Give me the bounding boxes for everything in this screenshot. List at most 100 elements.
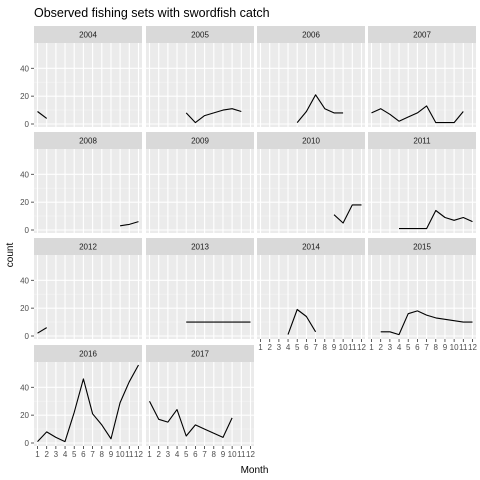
facet-strip: [368, 132, 476, 149]
x-tick-label: 9: [221, 450, 226, 459]
x-tick-label: 10: [228, 450, 237, 459]
x-tick-label: 3: [388, 343, 393, 352]
series-line: [371, 105, 464, 124]
facet-strip-label: 2005: [191, 31, 209, 40]
x-axis-title: Month: [241, 465, 269, 476]
x-tick-label: 10: [116, 450, 125, 459]
series-line: [37, 364, 139, 443]
x-tick-label: 5: [184, 450, 189, 459]
x-tick-label: 11: [348, 343, 357, 352]
y-tick-label: 0: [25, 120, 30, 129]
facet-strip-label: 2014: [302, 243, 320, 252]
x-tick-label: 7: [90, 450, 95, 459]
panel-background: [368, 149, 476, 233]
y-tick-label: 20: [20, 411, 29, 420]
facet-strip-label: 2008: [79, 137, 97, 146]
x-tick-label: 2: [378, 343, 383, 352]
x-tick-label: 4: [175, 450, 180, 459]
x-tick-label: 7: [424, 343, 429, 352]
facet-panel-2010: 2010: [257, 132, 365, 233]
panel-background: [146, 255, 254, 339]
series-line: [37, 111, 48, 119]
x-tick-label: 6: [193, 450, 198, 459]
y-tick-label: 40: [20, 383, 29, 392]
facet-strip: [257, 238, 365, 255]
x-tick-label: 1: [147, 450, 152, 459]
x-tick-label: 11: [125, 450, 134, 459]
facet-strip: [146, 26, 254, 43]
x-tick-label: 11: [459, 343, 468, 352]
x-tick-label: 4: [286, 343, 291, 352]
y-tick-label: 0: [25, 226, 30, 235]
facet-strip-label: 2010: [302, 137, 320, 146]
panel-background: [368, 43, 476, 127]
y-tick-label: 20: [20, 198, 29, 207]
x-tick-label: 12: [246, 450, 255, 459]
facet-strip: [34, 345, 142, 362]
x-tick-label: 8: [323, 343, 328, 352]
x-tick-label: 4: [63, 450, 68, 459]
y-tick-label: 20: [20, 304, 29, 313]
x-tick-label: 6: [81, 450, 86, 459]
x-tick-label: 7: [202, 450, 207, 459]
x-tick-label: 9: [109, 450, 114, 459]
series-line: [149, 400, 233, 438]
x-tick-label: 12: [134, 450, 143, 459]
facet-panel-2007: 2007: [368, 26, 476, 127]
y-tick-label: 40: [20, 170, 29, 179]
series-line: [287, 308, 317, 335]
x-tick-label: 3: [54, 450, 59, 459]
panel-background: [34, 255, 142, 339]
facet-strip: [257, 132, 365, 149]
facet-strip-label: 2017: [191, 350, 209, 359]
panel-background: [146, 149, 254, 233]
x-tick-label: 9: [332, 343, 337, 352]
panel-background: [368, 255, 476, 339]
x-tick-label: 7: [313, 343, 318, 352]
x-tick-label: 12: [357, 343, 366, 352]
panel-background: [34, 43, 142, 127]
panel-background: [257, 43, 365, 127]
x-tick-label: 1: [369, 343, 374, 352]
x-tick-label: 4: [397, 343, 402, 352]
y-tick-label: 40: [20, 64, 29, 73]
x-tick-label: 1: [258, 343, 263, 352]
panel-background: [146, 362, 254, 446]
x-tick-label: 1: [35, 450, 40, 459]
panel-background: [257, 255, 365, 339]
x-tick-label: 8: [434, 343, 439, 352]
y-tick-label: 0: [25, 332, 30, 341]
facet-strip: [146, 238, 254, 255]
series-line: [37, 327, 47, 334]
panel-background: [34, 362, 142, 446]
x-tick-label: 3: [166, 450, 171, 459]
x-tick-label: 2: [156, 450, 161, 459]
y-axis-title: count: [5, 243, 16, 268]
facet-panel-2013: 2013: [146, 238, 254, 339]
x-tick-label: 6: [304, 343, 309, 352]
facet-panel-2011: 2011: [368, 132, 476, 233]
facet-strip-label: 2015: [413, 243, 431, 252]
facet-strip-label: 2013: [191, 243, 209, 252]
chart-title: Observed fishing sets with swordfish cat…: [34, 6, 270, 20]
facet-strip: [34, 132, 142, 149]
facet-strip: [368, 238, 476, 255]
facet-strip: [257, 26, 365, 43]
x-tick-label: 5: [406, 343, 411, 352]
series-line: [296, 94, 344, 123]
facet-strip-label: 2012: [79, 243, 97, 252]
x-tick-label: 2: [267, 343, 272, 352]
panel-background: [34, 149, 142, 233]
x-tick-label: 8: [100, 450, 105, 459]
series-line: [333, 204, 362, 224]
facet-strip-label: 2006: [302, 31, 320, 40]
facet-strip-label: 2004: [79, 31, 97, 40]
series-line: [399, 209, 473, 230]
panel-background: [257, 149, 365, 233]
x-tick-label: 5: [295, 343, 300, 352]
facet-panel-2009: 2009: [146, 132, 254, 233]
